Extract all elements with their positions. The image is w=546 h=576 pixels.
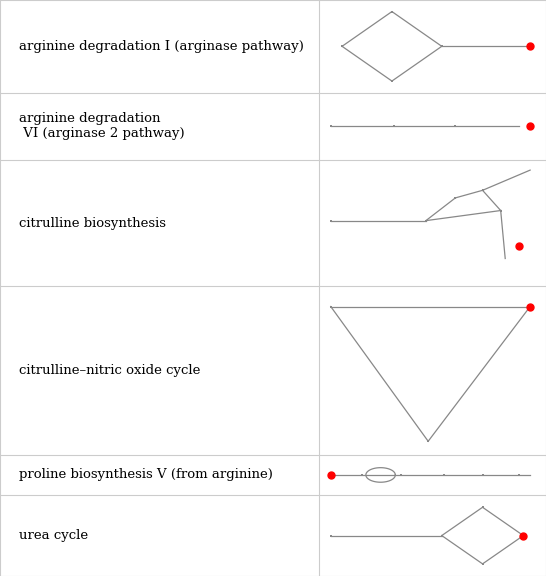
Text: arginine degradation
 VI (arginase 2 pathway): arginine degradation VI (arginase 2 path… xyxy=(19,112,185,141)
Text: arginine degradation I (arginase pathway): arginine degradation I (arginase pathway… xyxy=(19,40,304,53)
Text: citrulline biosynthesis: citrulline biosynthesis xyxy=(19,217,166,230)
Text: urea cycle: urea cycle xyxy=(19,529,88,542)
Text: proline biosynthesis V (from arginine): proline biosynthesis V (from arginine) xyxy=(19,468,273,482)
Text: citrulline–nitric oxide cycle: citrulline–nitric oxide cycle xyxy=(19,364,200,377)
